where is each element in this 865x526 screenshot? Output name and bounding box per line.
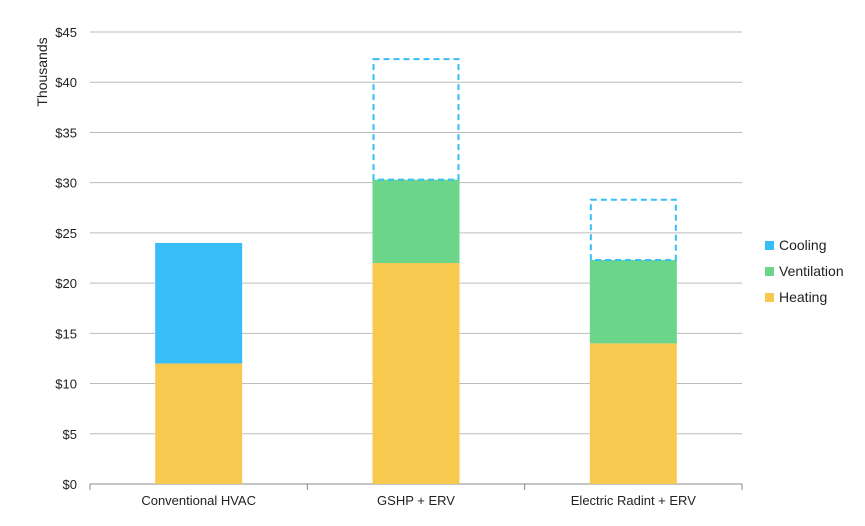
bar-cooling-3 — [589, 198, 677, 262]
y-tick-label: $0 — [63, 477, 77, 492]
y-tick-label: $30 — [55, 176, 77, 191]
bar-heating-3 — [589, 343, 677, 484]
bar-cooling-1 — [155, 242, 243, 364]
y-tick-label: $25 — [55, 226, 77, 241]
legend-swatch — [765, 292, 774, 302]
bar-cooling-2 — [372, 58, 460, 181]
y-tick-label: $35 — [55, 125, 77, 140]
legend-label: Ventilation — [779, 263, 844, 279]
bar-ventilation-2 — [372, 179, 460, 264]
bar-heating-2 — [372, 263, 460, 484]
legend-item-ventilation: Ventilation — [765, 258, 860, 284]
legend-swatch — [765, 240, 774, 250]
legend-item-heating: Heating — [765, 284, 860, 310]
y-axis-title: Thousands — [34, 37, 50, 106]
y-tick-label: $15 — [55, 326, 77, 341]
y-tick-label: $5 — [63, 427, 77, 442]
y-tick-label: $40 — [55, 75, 77, 90]
bars — [155, 58, 677, 484]
x-tick-label: Conventional HVAC — [141, 493, 256, 508]
y-tick-label: $10 — [55, 377, 77, 392]
legend-label: Cooling — [779, 237, 827, 253]
legend-label: Heating — [779, 289, 828, 305]
x-axis: Conventional HVAC GSHP + ERV Electric Radi… — [89, 484, 743, 508]
x-tick-label: Electric Radint + ERV — [571, 493, 696, 508]
legend-item-cooling: Cooling — [765, 232, 860, 258]
y-tick-label: $45 — [55, 25, 77, 40]
bar-ventilation-3 — [589, 260, 677, 344]
bar-heating-1 — [155, 363, 243, 484]
legend: Cooling Ventilation Heating — [765, 232, 860, 310]
legend-swatch — [765, 266, 774, 276]
x-tick-label: GSHP + ERV — [377, 493, 455, 508]
y-tick-label: $20 — [55, 276, 77, 291]
y-axis: $0 $5 $10 $15 $20 $25 $30 $35 $40 $45 — [55, 25, 77, 492]
